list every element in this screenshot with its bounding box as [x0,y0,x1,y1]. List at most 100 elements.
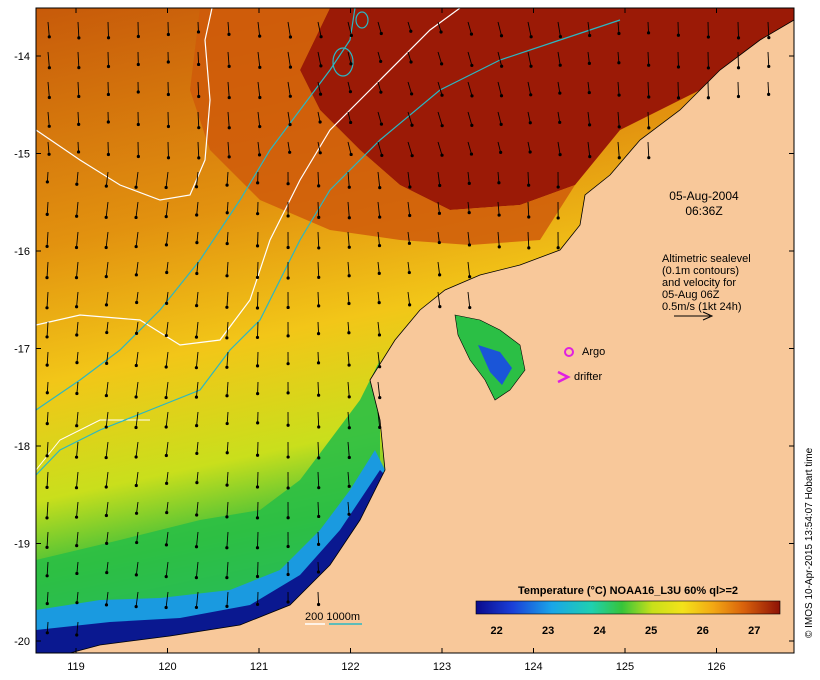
velocity-arrow-shaft [76,501,79,518]
velocity-arrow-shaft [196,381,199,398]
velocity-arrow-shaft [77,111,80,125]
velocity-arrow-shaft [257,501,259,518]
velocity-arrow-shaft [407,261,410,273]
velocity-arrow-head [164,243,169,247]
velocity-arrow-head [45,454,49,458]
velocity-arrow-head [136,34,140,39]
velocity-arrow-head [45,276,49,280]
velocity-arrow-head [165,270,169,275]
velocity-arrow-head [377,333,382,337]
velocity-arrow-head [408,303,412,307]
velocity-arrow-head [467,243,472,247]
velocity-arrow-head [225,451,229,455]
velocity-arrow-head [347,455,351,460]
velocity-arrow-head [47,35,51,39]
velocity-arrow-shaft [317,441,320,458]
colorbar-tick-label: 24 [594,625,607,637]
velocity-arrow-head [257,153,262,157]
velocity-arrow-shaft [165,561,169,577]
velocity-arrow-shaft [46,471,49,488]
velocity-arrow-shaft [165,321,169,336]
y-tick-label: -16 [14,246,30,258]
velocity-arrow-head [104,215,108,219]
velocity-arrow-head [286,455,290,459]
velocity-arrow-head [437,240,441,245]
velocity-arrow-head [377,271,381,275]
velocity-arrow-shaft [135,231,139,247]
velocity-arrow-head [286,362,290,366]
velocity-arrow-shaft [467,171,470,184]
velocity-arrow-shaft [557,111,561,123]
velocity-arrow-shaft [317,51,322,66]
velocity-arrow-head [134,395,138,399]
velocity-arrow-shaft [165,351,169,368]
velocity-arrow-shaft [77,51,80,68]
velocity-arrow-head [45,363,49,367]
credit-text: © IMOS 10-Apr-2015 13:54:07 Hobart time [804,447,815,638]
velocity-arrow-shaft [317,591,320,605]
velocity-arrow-shaft [317,411,320,428]
velocity-arrow-shaft [287,81,291,97]
velocity-arrow-head [556,185,560,189]
velocity-arrow-head [349,62,353,66]
velocity-arrow-head [377,243,382,248]
y-axis: -14 -15 -16 -17 -18 -19 -20 [14,51,794,648]
velocity-arrow-head [317,514,321,519]
velocity-arrow-head [74,245,79,250]
velocity-arrow-head [527,183,531,187]
velocity-arrow-head [440,124,444,128]
velocity-arrow-head [587,90,591,95]
velocity-arrow-shaft [196,231,199,243]
velocity-arrow-head [134,511,139,515]
velocity-arrow-head [225,515,229,519]
velocity-arrow-head [317,304,321,308]
velocity-arrow-head [349,152,353,157]
velocity-arrow-head [195,513,199,517]
velocity-arrow-head [255,453,260,457]
velocity-arrow-head [286,544,290,549]
velocity-arrow-head [77,66,81,70]
velocity-arrow-shaft [647,141,650,158]
velocity-arrow-shaft [46,201,49,215]
velocity-arrow-shaft [257,21,261,37]
velocity-arrow-head [45,422,49,426]
velocity-arrow-shaft [347,351,350,366]
velocity-arrow-head [136,122,140,127]
velocity-arrow-shaft [347,51,352,64]
velocity-arrow-head [104,245,108,250]
velocity-arrow-shaft [105,171,109,187]
altimetry-line-4: 05-Aug 06Z [662,289,720,301]
velocity-arrow-head [195,304,199,308]
velocity-arrow-shaft [647,111,650,128]
velocity-arrow-head [380,153,384,158]
colorbar-tick-label: 23 [542,625,554,637]
velocity-arrow-head [347,512,351,516]
velocity-arrow-shaft [347,141,352,155]
x-tick-label: 120 [158,661,176,673]
velocity-arrow-head [45,244,49,249]
velocity-arrow-shaft [737,21,739,38]
velocity-arrow-head [225,305,229,309]
velocity-arrow-head [318,151,322,155]
velocity-arrow-shaft [107,21,109,38]
velocity-arrow-shaft [46,501,49,518]
velocity-arrow-head [104,393,108,398]
velocity-arrow-head [105,361,109,365]
velocity-arrow-shaft [497,81,502,96]
velocity-arrow-shaft [135,351,139,366]
velocity-arrow-head [75,182,79,186]
velocity-arrow-shaft [527,171,530,186]
velocity-arrow-head [316,602,321,607]
velocity-arrow-shaft [407,141,413,156]
velocity-arrow-head [255,546,260,550]
velocity-arrow-shaft [257,531,259,548]
velocity-arrow-head [288,65,293,69]
colorbar-ticks: 22 23 24 25 26 27 [490,625,760,637]
velocity-arrow-shaft [527,231,530,248]
velocity-arrow-head [286,516,290,520]
velocity-arrow-head [317,456,321,460]
velocity-arrow-head [558,63,562,67]
velocity-arrow-head [104,513,108,518]
velocity-arrow-shaft [317,501,320,517]
velocity-arrow-shaft [467,81,473,97]
